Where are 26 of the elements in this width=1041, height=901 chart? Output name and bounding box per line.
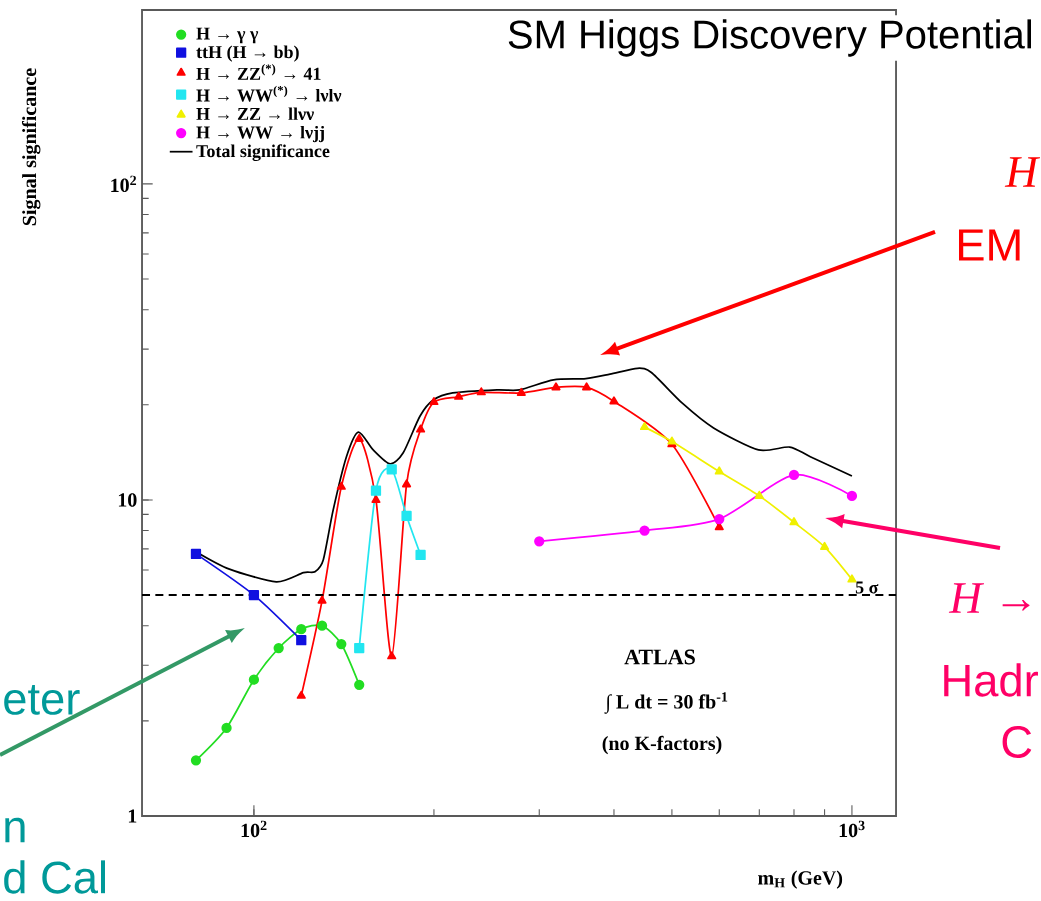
- legend-label: ttH (H → bb): [196, 45, 299, 62]
- text: d Cal: [4, 860, 106, 894]
- y-tick-label: 1: [128, 809, 137, 823]
- legend-label: H → ZZ$^{(*)}$ → 41: [196, 63, 321, 80]
- ref-line-label: 5 σ: [855, 581, 879, 594]
- legend-label: H → WW$^{(*)}$ → lνlν: [196, 85, 342, 102]
- text: EM: [959, 229, 1020, 261]
- x-tick-label: 10$^{3}$: [839, 820, 865, 838]
- legend-label: H → ZZ → llνν: [196, 107, 314, 121]
- x-axis-title: m$_{H}$ (GeV): [758, 870, 843, 889]
- legend-label: H → WW → lνjj: [196, 125, 324, 143]
- annotation: ∫ L dt = 30 fb$^{-1}$: [604, 692, 728, 714]
- text: n: [5, 817, 25, 843]
- y-axis-title: Signal significance: [21, 68, 41, 226]
- text: eter: [4, 685, 80, 715]
- text: Hadr: [944, 663, 1038, 697]
- chart-title: SM Higgs Discovery Potential: [508, 19, 1031, 57]
- annotation: ATLAS: [624, 649, 695, 665]
- text: H: [1004, 157, 1041, 187]
- annotation: (no K-factors): [602, 735, 722, 755]
- text: H →: [948, 583, 1030, 613]
- y-tick-label: 10: [118, 493, 137, 507]
- y-tick-label: 10$^{2}$: [111, 175, 137, 193]
- legend-label: Total significance: [196, 144, 330, 162]
- text: C: [1002, 725, 1032, 759]
- legend-label: H → γ γ: [196, 27, 259, 44]
